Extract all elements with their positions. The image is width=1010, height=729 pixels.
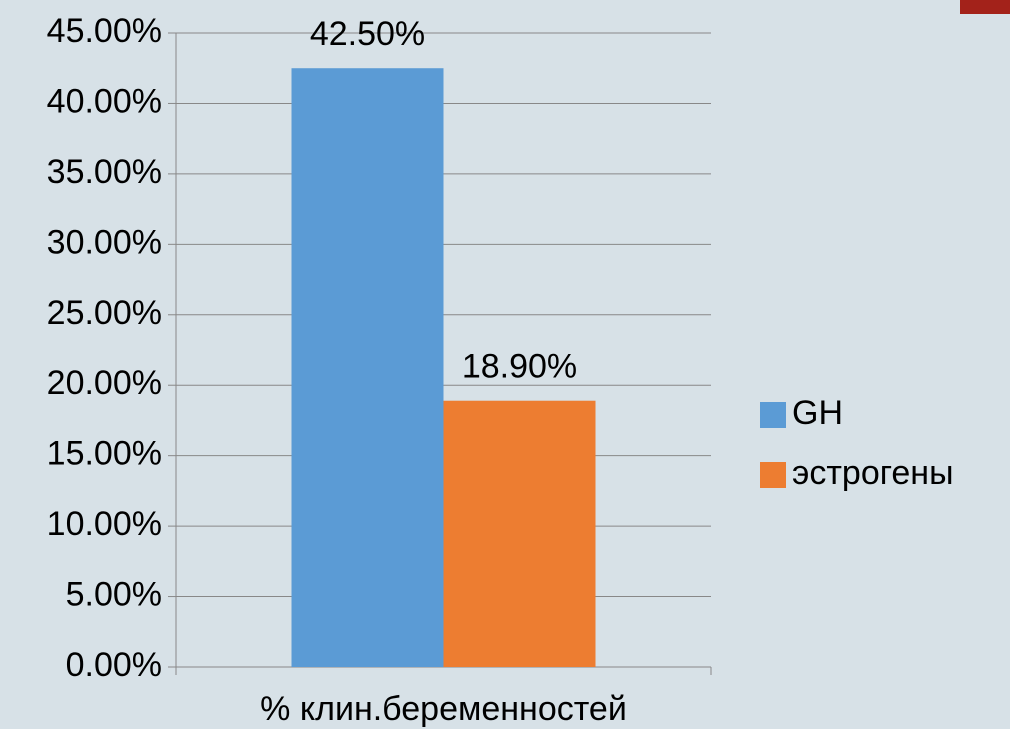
legend-swatch — [760, 402, 786, 428]
y-tick-label: 40.00% — [47, 82, 162, 120]
legend-label: эстрогены — [792, 454, 954, 492]
y-tick-label: 0.00% — [66, 646, 162, 684]
corner-decoration — [960, 0, 1010, 14]
x-tick-label: % клин.беременностей — [260, 690, 627, 728]
data-label: 42.50% — [310, 15, 425, 53]
data-label: 18.90% — [462, 348, 577, 386]
bar — [443, 400, 596, 667]
y-tick-label: 30.00% — [47, 223, 162, 261]
legend-label: GH — [792, 394, 843, 432]
bar — [291, 68, 444, 667]
y-tick-label: 10.00% — [47, 505, 162, 543]
y-tick-label: 45.00% — [47, 12, 162, 50]
y-tick-label: 35.00% — [47, 153, 162, 191]
y-tick-label: 15.00% — [47, 435, 162, 473]
y-tick-label: 20.00% — [47, 364, 162, 402]
legend-swatch — [760, 462, 786, 488]
y-tick-label: 25.00% — [47, 294, 162, 332]
y-tick-label: 5.00% — [66, 576, 162, 614]
